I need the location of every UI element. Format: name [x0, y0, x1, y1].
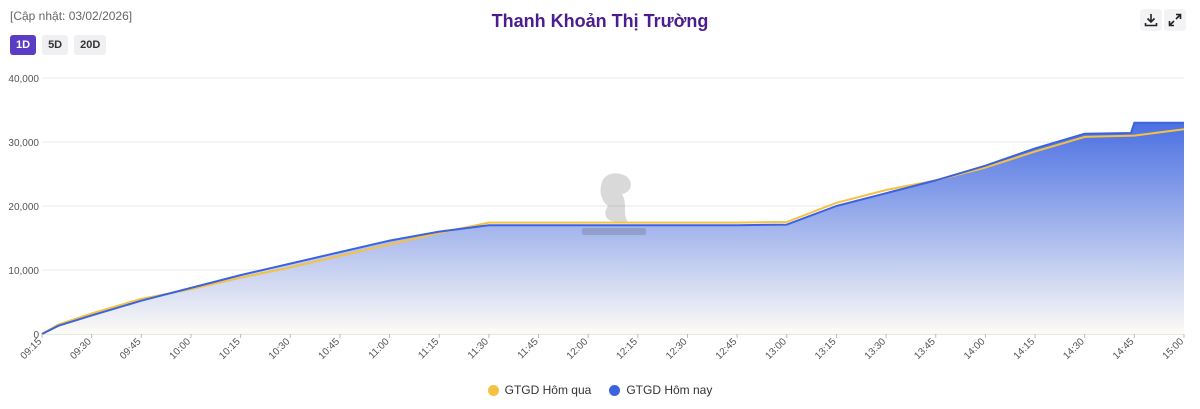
legend-label-yesterday: GTGD Hôm qua [504, 383, 592, 397]
x-tick-label: 10:00 [168, 336, 194, 362]
x-tick-label: 15:00 [1161, 336, 1187, 362]
range-selector: 1D 5D 20D [10, 35, 107, 55]
fullscreen-button[interactable] [1164, 9, 1186, 31]
updated-timestamp: [Cập nhật: 03/02/2026] [10, 9, 133, 23]
x-tick-label: 09:15 [19, 336, 45, 362]
today-area [42, 122, 1184, 334]
x-tick-label: 09:30 [68, 336, 94, 362]
x-tick-label: 14:15 [1012, 336, 1038, 362]
x-tick-label: 11:30 [466, 336, 491, 361]
x-tick-label: 12:15 [614, 336, 640, 362]
y-tick-label: 40,000 [8, 74, 39, 85]
legend-label-today: GTGD Hôm nay [626, 383, 713, 397]
legend-dot-today [609, 384, 621, 396]
download-button[interactable] [1140, 9, 1162, 31]
y-tick-label: 0 [33, 330, 39, 341]
x-tick-label: 12:00 [565, 336, 591, 362]
expand-icon [1168, 13, 1182, 27]
y-tick-label: 10,000 [8, 266, 39, 277]
x-tick-label: 14:00 [962, 336, 988, 362]
watermark-logo [582, 173, 646, 235]
x-tick-label: 10:30 [267, 336, 293, 362]
y-tick-label: 20,000 [8, 202, 39, 213]
legend-item-today[interactable]: GTGD Hôm nay [609, 383, 712, 397]
x-tick-label: 14:30 [1061, 336, 1087, 362]
range-20d-button[interactable]: 20D [74, 35, 107, 55]
x-tick-label: 09:45 [118, 336, 144, 362]
x-tick-label: 13:30 [863, 336, 889, 362]
range-5d-button[interactable]: 5D [42, 35, 69, 55]
legend-dot-yesterday [487, 384, 499, 396]
x-tick-label: 12:45 [714, 336, 740, 362]
range-1d-button[interactable]: 1D [10, 35, 37, 55]
x-tick-label: 11:00 [367, 336, 392, 361]
series-line-today[interactable] [41, 121, 1184, 335]
x-tick-label: 11:15 [416, 336, 441, 361]
download-icon [1144, 14, 1158, 27]
series-line-yesterday[interactable] [41, 128, 1185, 335]
x-tick-label: 11:45 [516, 336, 541, 361]
x-tick-label: 10:45 [317, 336, 343, 362]
chart-title: Thanh Khoản Thị Trường [491, 11, 709, 31]
y-tick-label: 30,000 [8, 138, 39, 149]
x-tick-label: 13:15 [813, 336, 839, 362]
chart-legend: GTGD Hôm qua GTGD Hôm nay [0, 383, 1200, 397]
x-tick-label: 14:45 [1111, 336, 1137, 362]
x-tick-label: 10:15 [217, 336, 243, 362]
legend-item-yesterday[interactable]: GTGD Hôm qua [487, 383, 592, 397]
x-tick-label: 13:45 [912, 336, 938, 362]
x-tick-label: 12:30 [664, 336, 690, 362]
x-tick-label: 13:00 [763, 336, 789, 362]
